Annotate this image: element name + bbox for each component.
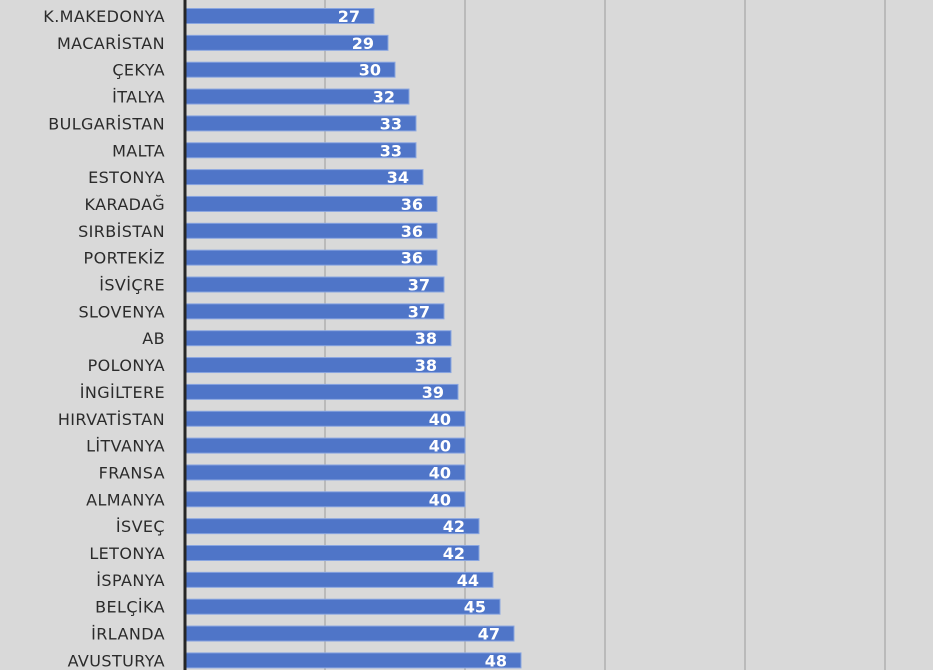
- bar: [185, 303, 445, 320]
- category-label: ESTONYA: [88, 168, 165, 187]
- bar: [185, 598, 501, 615]
- bar: [185, 491, 466, 508]
- data-label: 29: [352, 34, 374, 53]
- bar: [185, 276, 445, 293]
- data-label: 39: [422, 383, 444, 402]
- data-label: 44: [457, 571, 479, 590]
- category-label: BULGARİSTAN: [48, 114, 165, 133]
- bars: [185, 8, 522, 669]
- bar: [185, 625, 515, 642]
- bar: [185, 383, 459, 400]
- bar: [185, 222, 438, 239]
- category-label: LETONYA: [89, 544, 165, 563]
- category-label: İSPANYA: [96, 571, 165, 590]
- data-label: 32: [373, 88, 395, 107]
- data-label: 37: [408, 302, 430, 321]
- bar: [185, 464, 466, 481]
- bar: [185, 518, 480, 535]
- category-label: İRLANDA: [91, 625, 165, 644]
- category-label: LİTVANYA: [86, 437, 165, 456]
- category-label: PORTEKİZ: [84, 249, 165, 268]
- data-label: 40: [429, 490, 451, 509]
- data-label: 36: [401, 222, 423, 241]
- data-label: 38: [415, 356, 437, 375]
- bar: [185, 652, 522, 669]
- data-label: 27: [338, 7, 360, 26]
- bar: [185, 437, 466, 454]
- category-label: MALTA: [112, 141, 165, 160]
- data-label: 38: [415, 329, 437, 348]
- category-label: İTALYA: [112, 88, 165, 107]
- labels: K.MAKEDONYA 27 MACARİSTAN 29 ÇEKYA 30 İTALYA 32…: [43, 7, 507, 670]
- category-label: FRANSA: [99, 463, 165, 482]
- category-label: İSVİÇRE: [99, 276, 165, 295]
- category-label: KARADAĞ: [85, 195, 165, 214]
- data-label: 33: [380, 141, 402, 160]
- data-label: 42: [443, 517, 465, 536]
- bar: [185, 545, 480, 561]
- data-label: 40: [429, 437, 451, 456]
- category-label: K.MAKEDONYA: [43, 7, 165, 26]
- category-label: ALMANYA: [86, 490, 165, 509]
- bar: [185, 410, 466, 427]
- category-label: BELÇİKA: [95, 598, 165, 617]
- data-label: 36: [401, 195, 423, 214]
- data-label: 33: [380, 114, 402, 133]
- category-label: MACARİSTAN: [57, 34, 165, 53]
- data-label: 48: [485, 651, 507, 670]
- category-label: AB: [142, 329, 165, 348]
- data-label: 34: [387, 168, 409, 187]
- category-label: HIRVATİSTAN: [58, 410, 165, 429]
- category-label: İSVEÇ: [116, 517, 165, 536]
- bar: [185, 357, 452, 374]
- category-label: ÇEKYA: [112, 61, 165, 80]
- category-label: SLOVENYA: [78, 302, 165, 321]
- bar: [185, 330, 452, 347]
- data-label: 30: [359, 61, 381, 80]
- data-label: 36: [401, 249, 423, 268]
- data-label: 40: [429, 410, 451, 429]
- category-label: POLONYA: [88, 356, 165, 375]
- data-label: 42: [443, 544, 465, 563]
- bar: [185, 249, 438, 266]
- bar: [185, 195, 438, 212]
- data-label: 37: [408, 276, 430, 295]
- category-label: İNGİLTERE: [80, 383, 165, 402]
- data-label: 45: [464, 598, 486, 617]
- category-label: AVUSTURYA: [68, 651, 165, 670]
- category-label: SIRBİSTAN: [78, 222, 165, 241]
- bar: [185, 571, 494, 588]
- data-label: 47: [478, 625, 500, 644]
- data-label: 40: [429, 463, 451, 482]
